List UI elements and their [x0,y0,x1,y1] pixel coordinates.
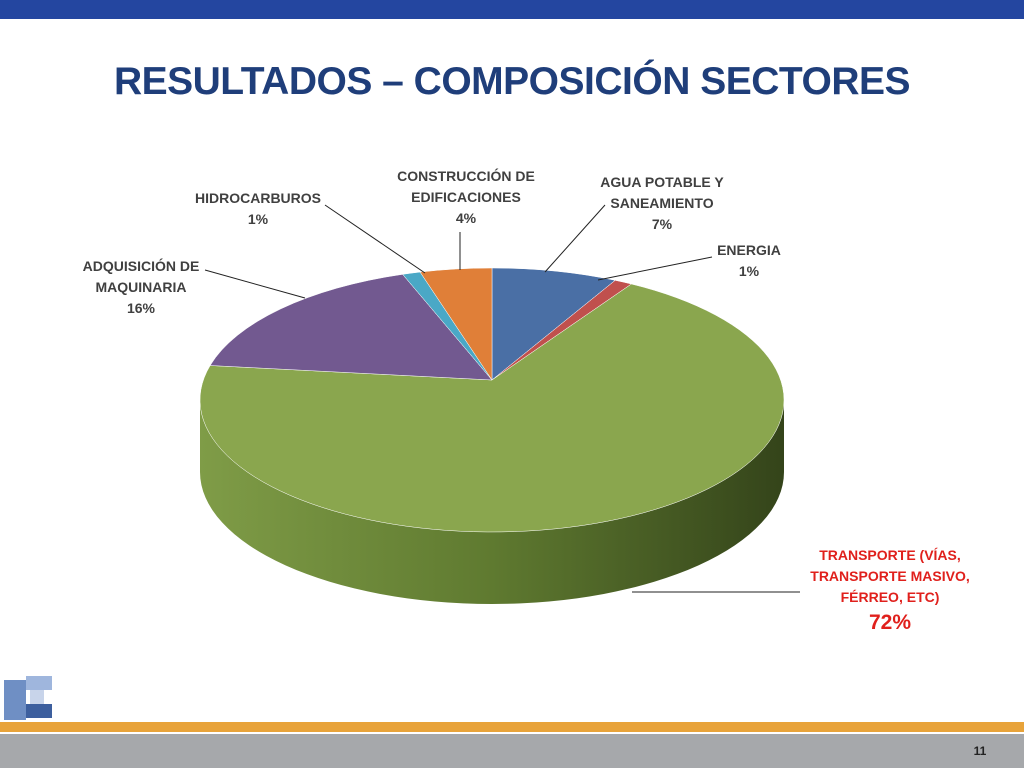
value-label: 7% [651,216,673,232]
data-label: CONSTRUCCIÓN DE EDIFICACIONES 4% [386,166,546,229]
footer-line [0,722,1024,732]
pie-slice [209,274,493,381]
category-label: ADQUISICIÓN DE MAQUINARIA [82,258,200,295]
header-bar [0,0,1024,19]
category-label: CONSTRUCCIÓN DE EDIFICACIONES [397,168,535,205]
footer-bar [0,734,1024,768]
leader-line [324,204,426,274]
value-label: 4% [455,210,477,226]
page-number: 11 [973,744,987,758]
category-label: AGUA POTABLE Y SANEAMIENTO [600,174,724,211]
data-label: TRANSPORTE (VÍAS, TRANSPORTE MASIVO, FÉR… [800,545,980,633]
value-label: 1% [738,263,760,279]
data-label: ENERGIA 1% [712,240,786,282]
logo [4,676,52,720]
pie-slice [491,267,616,381]
leader-line [544,204,606,273]
slide-title: RESULTADOS – COMPOSICIÓN SECTORES [113,60,911,103]
pie-side [200,400,784,604]
data-label: ADQUISICIÓN DE MAQUINARIA 16% [66,256,216,319]
pie-slice [199,283,785,533]
category-label: HIDROCARBUROS [195,190,321,206]
value-label: 16% [126,300,156,316]
value-label: 72% [868,611,912,634]
leader-line [597,256,713,281]
category-label: TRANSPORTE (VÍAS, TRANSPORTE MASIVO, FÉR… [810,547,970,605]
data-label: HIDROCARBUROS 1% [190,188,326,230]
leader-line [204,269,306,299]
data-label: AGUA POTABLE Y SANEAMIENTO 7% [582,172,742,235]
value-label: 1% [247,211,269,227]
pie-slice [419,267,493,381]
category-label: ENERGIA [717,242,781,258]
